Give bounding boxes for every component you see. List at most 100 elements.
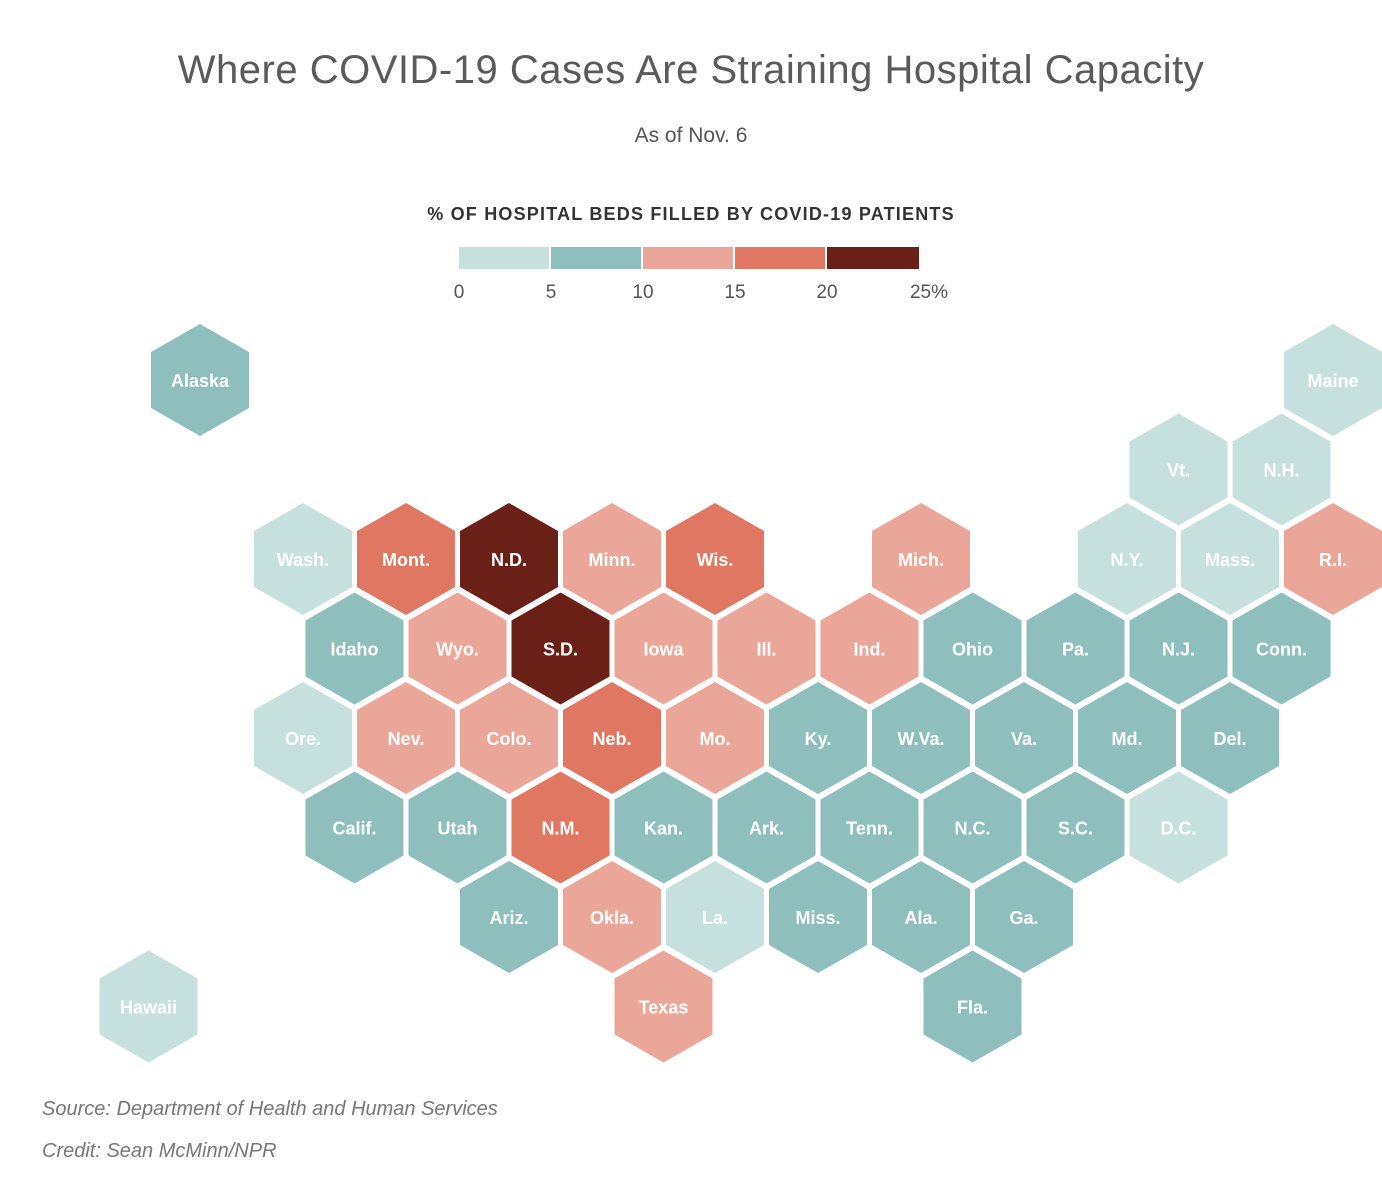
state-tile-mass[interactable]: Mass. [1181,503,1279,615]
state-tile-neb[interactable]: Neb. [563,682,661,794]
state-tile-pa[interactable]: Pa. [1026,592,1125,705]
state-hex-wyo[interactable] [408,592,507,705]
state-tile-hawaii[interactable]: Hawaii [99,950,198,1063]
state-hex-pa[interactable] [1026,592,1125,705]
state-tile-la[interactable]: La. [666,861,764,973]
state-tile-okla[interactable]: Okla. [563,861,661,973]
state-tile-vt[interactable]: Vt. [1129,413,1228,526]
state-hex-n-d[interactable] [460,503,558,615]
state-tile-d-c[interactable]: D.C. [1129,771,1228,884]
state-tile-n-m[interactable]: N.M. [511,771,610,884]
state-tile-ohio[interactable]: Ohio [923,592,1022,705]
state-tile-conn[interactable]: Conn. [1232,592,1331,705]
state-tile-w-va[interactable]: W.Va. [872,682,970,794]
state-hex-n-j[interactable] [1129,592,1228,705]
state-hex-maine[interactable] [1284,324,1382,436]
state-hex-ariz[interactable] [460,861,558,973]
state-hex-colo[interactable] [460,682,558,794]
state-hex-mont[interactable] [357,503,455,615]
state-tile-fla[interactable]: Fla. [923,950,1022,1063]
state-hex-del[interactable] [1181,682,1279,794]
state-tile-md[interactable]: Md. [1078,682,1176,794]
state-hex-tenn[interactable] [820,771,919,884]
state-hex-mo[interactable] [666,682,764,794]
state-tile-n-c[interactable]: N.C. [923,771,1022,884]
state-hex-fla[interactable] [923,950,1022,1063]
state-tile-nev[interactable]: Nev. [357,682,455,794]
state-tile-s-d[interactable]: S.D. [511,592,610,705]
state-hex-r-i[interactable] [1284,503,1382,615]
state-tile-tenn[interactable]: Tenn. [820,771,919,884]
state-tile-s-c[interactable]: S.C. [1026,771,1125,884]
state-tile-utah[interactable]: Utah [408,771,507,884]
state-tile-ind[interactable]: Ind. [820,592,919,705]
state-hex-kan[interactable] [614,771,713,884]
state-tile-ariz[interactable]: Ariz. [460,861,558,973]
state-hex-okla[interactable] [563,861,661,973]
state-hex-ark[interactable] [717,771,816,884]
state-tile-del[interactable]: Del. [1181,682,1279,794]
state-hex-miss[interactable] [769,861,867,973]
state-hex-d-c[interactable] [1129,771,1228,884]
state-tile-alaska[interactable]: Alaska [151,324,249,436]
state-tile-n-y[interactable]: N.Y. [1078,503,1176,615]
state-hex-vt[interactable] [1129,413,1228,526]
state-tile-iowa[interactable]: Iowa [614,592,713,705]
state-tile-ore[interactable]: Ore. [254,682,352,794]
state-tile-ga[interactable]: Ga. [975,861,1073,973]
state-hex-conn[interactable] [1232,592,1331,705]
state-hex-la[interactable] [666,861,764,973]
state-hex-n-c[interactable] [923,771,1022,884]
state-hex-w-va[interactable] [872,682,970,794]
state-hex-iowa[interactable] [614,592,713,705]
state-tile-va[interactable]: Va. [975,682,1073,794]
state-tile-maine[interactable]: Maine [1284,324,1382,436]
state-tile-minn[interactable]: Minn. [563,503,661,615]
state-hex-mich[interactable] [872,503,970,615]
state-hex-nev[interactable] [357,682,455,794]
state-hex-minn[interactable] [563,503,661,615]
state-hex-n-m[interactable] [511,771,610,884]
state-hex-va[interactable] [975,682,1073,794]
state-tile-mich[interactable]: Mich. [872,503,970,615]
state-tile-kan[interactable]: Kan. [614,771,713,884]
state-hex-wash[interactable] [254,503,352,615]
state-hex-n-h[interactable] [1232,413,1331,526]
state-hex-ga[interactable] [975,861,1073,973]
state-hex-hawaii[interactable] [99,950,198,1063]
state-tile-miss[interactable]: Miss. [769,861,867,973]
state-tile-texas[interactable]: Texas [614,950,713,1063]
state-tile-wis[interactable]: Wis. [666,503,764,615]
state-hex-idaho[interactable] [305,592,404,705]
state-tile-mo[interactable]: Mo. [666,682,764,794]
state-hex-ind[interactable] [820,592,919,705]
state-hex-ore[interactable] [254,682,352,794]
state-hex-s-d[interactable] [511,592,610,705]
state-hex-calif[interactable] [305,771,404,884]
state-tile-ill[interactable]: Ill. [717,592,816,705]
state-hex-md[interactable] [1078,682,1176,794]
state-tile-idaho[interactable]: Idaho [305,592,404,705]
state-hex-s-c[interactable] [1026,771,1125,884]
state-tile-n-j[interactable]: N.J. [1129,592,1228,705]
state-hex-texas[interactable] [614,950,713,1063]
state-tile-n-d[interactable]: N.D. [460,503,558,615]
state-hex-ala[interactable] [872,861,970,973]
state-hex-n-y[interactable] [1078,503,1176,615]
state-hex-mass[interactable] [1181,503,1279,615]
state-hex-neb[interactable] [563,682,661,794]
state-tile-n-h[interactable]: N.H. [1232,413,1331,526]
state-tile-colo[interactable]: Colo. [460,682,558,794]
state-tile-ala[interactable]: Ala. [872,861,970,973]
state-tile-ky[interactable]: Ky. [769,682,867,794]
state-tile-calif[interactable]: Calif. [305,771,404,884]
state-tile-mont[interactable]: Mont. [357,503,455,615]
state-tile-wash[interactable]: Wash. [254,503,352,615]
state-hex-wis[interactable] [666,503,764,615]
state-tile-wyo[interactable]: Wyo. [408,592,507,705]
state-tile-ark[interactable]: Ark. [717,771,816,884]
state-hex-alaska[interactable] [151,324,249,436]
state-hex-utah[interactable] [408,771,507,884]
state-hex-ill[interactable] [717,592,816,705]
state-hex-ky[interactable] [769,682,867,794]
